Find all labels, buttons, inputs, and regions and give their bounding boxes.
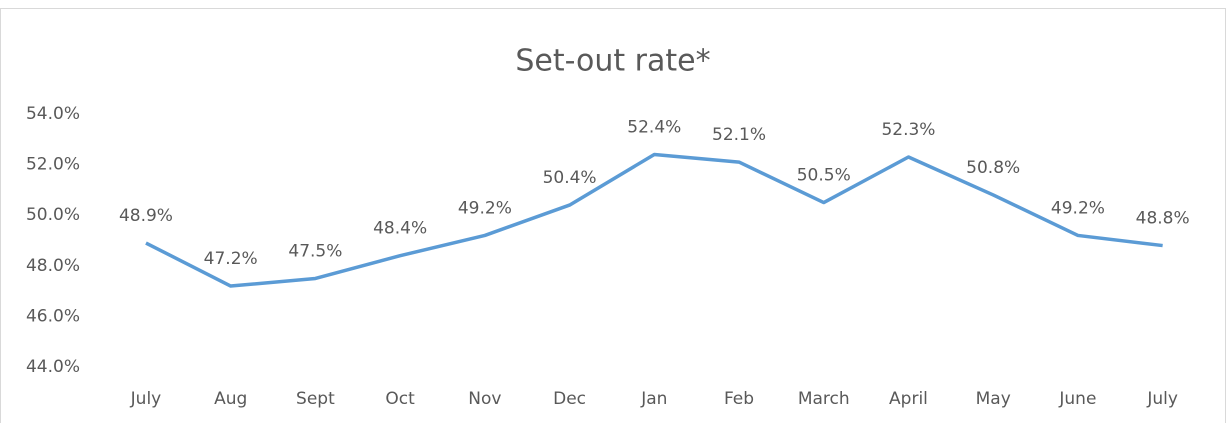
x-tick-label: May [976, 389, 1011, 409]
y-tick-label: 52.0% [26, 155, 80, 175]
data-label: 47.5% [288, 241, 342, 261]
x-tick-label: July [130, 389, 162, 409]
x-tick-label: Nov [468, 389, 501, 409]
chart-border [0, 8, 1226, 423]
x-tick-label: Feb [724, 389, 754, 409]
x-tick-label: Aug [214, 389, 247, 409]
y-tick-label: 48.0% [26, 256, 80, 276]
data-label: 47.2% [204, 249, 258, 269]
data-label: 48.9% [119, 206, 173, 226]
y-tick-label: 54.0% [26, 104, 80, 124]
data-label: 48.8% [1136, 209, 1190, 229]
data-label: 50.5% [797, 166, 851, 186]
x-tick-label: June [1058, 389, 1096, 409]
x-tick-label: Oct [385, 389, 415, 409]
data-label: 50.8% [966, 158, 1020, 178]
data-label: 48.4% [373, 219, 427, 239]
series-line [145, 152, 1163, 288]
x-tick-label: Sept [296, 389, 335, 409]
x-tick-label: April [889, 389, 928, 409]
y-tick-label: 50.0% [26, 205, 80, 225]
data-label: 52.4% [627, 117, 681, 137]
x-tick-label: Jan [640, 389, 667, 409]
data-label: 52.1% [712, 125, 766, 145]
data-label: 49.2% [458, 198, 512, 218]
y-tick-label: 44.0% [26, 357, 80, 377]
data-label: 49.2% [1051, 198, 1105, 218]
x-tick-label: March [798, 389, 850, 409]
data-label: 50.4% [543, 168, 597, 188]
data-label: 52.3% [881, 120, 935, 140]
y-tick-label: 46.0% [26, 306, 80, 326]
chart-title: Set-out rate* [515, 44, 710, 79]
x-tick-label: Dec [553, 389, 586, 409]
x-tick-label: July [1146, 389, 1178, 409]
